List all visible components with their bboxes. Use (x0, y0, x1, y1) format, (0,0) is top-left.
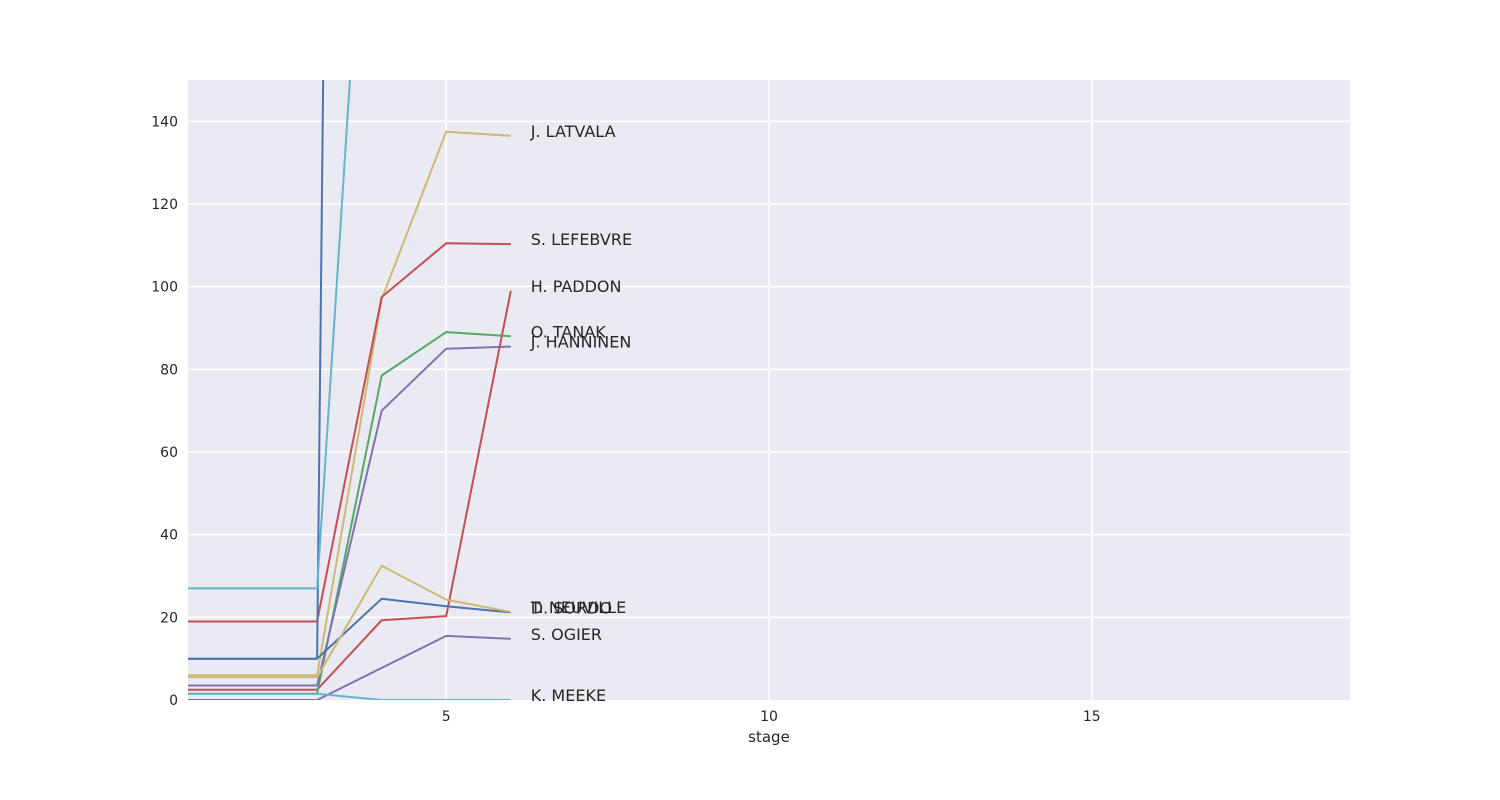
y-tick-label: 40 (160, 528, 178, 544)
y-tick-label: 60 (160, 445, 178, 461)
series-label: J. HANNINEN (530, 333, 632, 352)
series-label: T. NEUVILLE (530, 598, 626, 617)
x-tick-label: 10 (760, 709, 778, 725)
series-line (188, 692, 511, 700)
y-tick-label: 100 (151, 280, 178, 296)
series-line (188, 290, 512, 691)
series-line (188, 634, 511, 700)
series-line (188, 242, 511, 623)
grid-lines (188, 80, 1350, 700)
y-tick-label: 20 (160, 610, 178, 626)
y-tick-label: 140 (151, 114, 178, 130)
x-tick-label: 15 (1083, 709, 1101, 725)
y-tick-label: 120 (151, 197, 178, 213)
series-line (188, 345, 511, 687)
y-tick-label: 0 (169, 693, 178, 709)
series-line (188, 564, 511, 679)
x-tick-label: 5 (442, 709, 451, 725)
series-label: K. MEEKE (531, 686, 606, 705)
tick-labels: 0 20 40 60 80 100 120 140 5 10 15 (151, 114, 1100, 725)
series-label: J. LATVALA (530, 122, 616, 141)
series-label: D. SORDO (531, 598, 612, 617)
series-line (188, 80, 325, 660)
series-label: S. OGIER (531, 625, 602, 644)
series-labels: J. LATVALA S. LEFEBVRE H. PADDON O. TANAKJ.… (530, 122, 632, 705)
x-axis-label: stage (748, 728, 790, 746)
series-label: H. PADDON (531, 277, 622, 296)
series-label: S. LEFEBVRE (531, 230, 632, 249)
y-tick-label: 80 (160, 362, 178, 378)
series-label: O. TANAK (531, 322, 607, 341)
series-lines (188, 80, 512, 700)
series-line (188, 80, 351, 590)
